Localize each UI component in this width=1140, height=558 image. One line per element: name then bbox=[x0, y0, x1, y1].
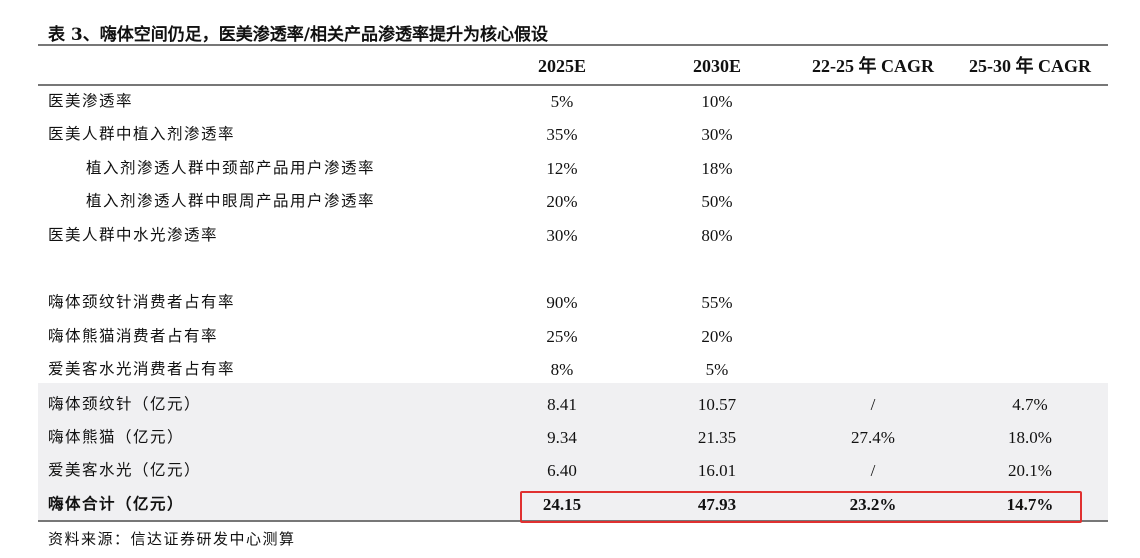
table-row: 医美渗透率 5% 10% bbox=[38, 85, 1108, 118]
table-row: 医美人群中植入剂渗透率 35% 30% bbox=[38, 118, 1108, 151]
source-note: 资料来源：信达证券研发中心测算 bbox=[48, 530, 296, 548]
table-row: 嗨体熊猫消费者占有率 25% 20% bbox=[38, 320, 1108, 353]
row-label: 医美人群中植入剂渗透率 bbox=[48, 125, 236, 143]
table-row: 医美人群中水光渗透率 30% 80% bbox=[38, 219, 1108, 252]
cell-value: 18.0% bbox=[1008, 428, 1052, 447]
header-rule bbox=[38, 84, 1108, 86]
cell-value: 10% bbox=[701, 92, 733, 111]
cell-value: 50% bbox=[701, 192, 733, 211]
row-label: 嗨体熊猫消费者占有率 bbox=[48, 327, 219, 345]
cell-value: 21.35 bbox=[697, 428, 737, 447]
table-row: 嗨体合计（亿元） 24.15 47.93 23.2% 14.7% bbox=[38, 488, 1108, 521]
table-row: 嗨体熊猫（亿元） 9.34 21.35 27.4% 18.0% bbox=[38, 421, 1108, 454]
row-label: 医美人群中水光渗透率 bbox=[48, 226, 219, 244]
cell-value: 30% bbox=[546, 226, 578, 245]
cell-value: 20% bbox=[701, 327, 733, 346]
cell-value: 8.41 bbox=[547, 395, 577, 414]
cell-value: 10.57 bbox=[697, 395, 737, 414]
cell-value: 20% bbox=[546, 192, 578, 211]
cell-value: 6.40 bbox=[547, 461, 577, 480]
cell-value: 55% bbox=[701, 293, 733, 312]
table-row: 爱美客水光消费者占有率 8% 5% bbox=[38, 353, 1108, 386]
table-row: 嗨体颈纹针消费者占有率 90% 55% bbox=[38, 286, 1108, 319]
header-2025e: 2025E bbox=[537, 56, 586, 76]
cell-value: 23.2% bbox=[849, 495, 897, 514]
cell-value: 12% bbox=[546, 159, 578, 178]
cell-value: 16.01 bbox=[697, 461, 737, 480]
cell-value: 8% bbox=[550, 360, 574, 379]
highlight-box bbox=[520, 491, 1082, 523]
cell-value: 14.7% bbox=[1006, 495, 1054, 514]
row-label: 植入剂渗透人群中眼周产品用户渗透率 bbox=[86, 192, 376, 210]
header-2030e: 2030E bbox=[692, 56, 741, 76]
row-label: 嗨体熊猫（亿元） bbox=[48, 428, 185, 446]
cell-value: 80% bbox=[701, 226, 733, 245]
cell-value: 5% bbox=[705, 360, 729, 379]
header-cagr-25-30: 25-30 年 CAGR bbox=[969, 56, 1091, 76]
row-label: 嗨体颈纹针（亿元） bbox=[48, 395, 202, 413]
cell-value: 18% bbox=[701, 159, 733, 178]
row-label: 爱美客水光消费者占有率 bbox=[48, 360, 236, 378]
cell-value: 27.4% bbox=[851, 428, 895, 447]
cell-value: 30% bbox=[701, 125, 733, 144]
table-title: 表 3、嗨体空间仍足，医美渗透率/相关产品渗透率提升为核心假设 bbox=[48, 25, 548, 45]
table-row: 爱美客水光（亿元） 6.40 16.01 / 20.1% bbox=[38, 454, 1108, 487]
row-label: 嗨体合计（亿元） bbox=[48, 495, 185, 513]
cell-value: 20.1% bbox=[1008, 461, 1052, 480]
cell-value: 4.7% bbox=[1012, 395, 1048, 414]
top-rule bbox=[38, 44, 1108, 46]
table-row: 嗨体颈纹针（亿元） 8.41 10.57 / 4.7% bbox=[38, 388, 1108, 421]
cell-value: 25% bbox=[546, 327, 578, 346]
table-row: 植入剂渗透人群中眼周产品用户渗透率 20% 50% bbox=[38, 185, 1108, 218]
row-label: 医美渗透率 bbox=[48, 92, 134, 110]
cell-value: 5% bbox=[550, 92, 574, 111]
cell-value: 9.34 bbox=[547, 428, 577, 447]
row-label: 嗨体颈纹针消费者占有率 bbox=[48, 293, 236, 311]
row-label: 植入剂渗透人群中颈部产品用户渗透率 bbox=[86, 159, 376, 177]
cell-value: / bbox=[870, 461, 876, 480]
shaded-section bbox=[38, 383, 1108, 520]
cell-value: / bbox=[870, 395, 876, 414]
header-row: 2025E 2030E 22-25 年 CAGR 25-30 年 CAGR bbox=[38, 50, 1108, 83]
table-row: 植入剂渗透人群中颈部产品用户渗透率 12% 18% bbox=[38, 152, 1108, 185]
cell-value: 24.15 bbox=[542, 495, 582, 514]
cell-value: 35% bbox=[546, 125, 578, 144]
cell-value: 47.93 bbox=[697, 495, 737, 514]
row-label: 爱美客水光（亿元） bbox=[48, 461, 202, 479]
header-cagr-22-25: 22-25 年 CAGR bbox=[812, 56, 934, 76]
cell-value: 90% bbox=[546, 293, 578, 312]
